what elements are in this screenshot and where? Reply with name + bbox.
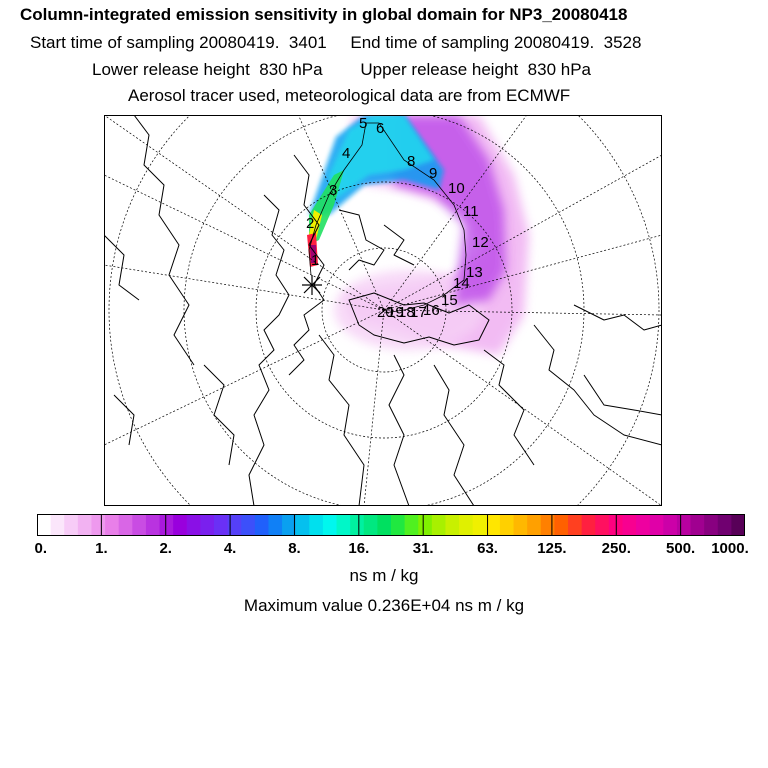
colorbar-cell	[159, 514, 174, 536]
colorbar-cell	[132, 514, 147, 536]
colorbar-cell	[622, 514, 637, 536]
trajectory-label: 6	[376, 120, 384, 137]
colorbar-cell	[173, 514, 188, 536]
release-point-marker	[302, 275, 322, 295]
colorbar-cell	[363, 514, 378, 536]
colorbar-tick-label: 0.	[34, 540, 48, 557]
trajectory-label: 3	[329, 182, 337, 199]
colorbar-cell	[499, 514, 515, 536]
release-height-line: Lower release height 830 hPa Upper relea…	[92, 60, 591, 79]
colorbar-cell	[37, 514, 52, 536]
colorbar-cell	[486, 514, 501, 536]
colorbar-frame	[37, 514, 745, 536]
trajectory-line	[308, 122, 467, 314]
trajectory-label: 11	[463, 203, 479, 220]
colorbar-cell	[241, 514, 256, 536]
colorbar-cell	[636, 514, 651, 536]
colorbar-cell	[472, 514, 487, 536]
trajectory-label: 9	[429, 165, 437, 182]
colorbar-cell	[64, 514, 79, 536]
sampling-time-line: Start time of sampling 20080419. 3401 En…	[30, 33, 642, 52]
colorbar-tick-label: 2.	[159, 540, 172, 557]
plot-title: Column-integrated emission sensitivity i…	[20, 5, 628, 24]
colorbar-cell	[50, 514, 65, 536]
colorbar-cell	[309, 514, 324, 536]
colorbar-cell	[77, 514, 92, 536]
colorbar-cell	[649, 514, 664, 536]
trajectory-label: 15	[441, 292, 458, 309]
colorbar-cell	[690, 514, 705, 536]
colorbar-cell	[704, 514, 719, 536]
colorbar-cell	[581, 514, 596, 536]
colorbar-cell	[186, 514, 201, 536]
colorbar-cell	[105, 514, 120, 536]
colorbar-tick-label: 1.	[95, 540, 108, 557]
colorbar-cell	[268, 514, 283, 536]
trajectory-label: 19	[387, 304, 404, 321]
colorbar-cell	[404, 514, 419, 536]
colorbar-tick-label: 1000.	[711, 540, 749, 557]
colorbar-cell	[540, 514, 555, 536]
colorbar-cell	[118, 514, 133, 536]
trajectory-label: 1	[311, 252, 319, 269]
colorbar-cells	[37, 514, 745, 536]
colorbar-tick-label: 125.	[537, 540, 567, 557]
colorbar-tick-label: 500.	[666, 540, 696, 557]
colorbar-tick-label: 8.	[288, 540, 301, 557]
trajectory-label: 14	[453, 275, 470, 292]
colorbar-cell	[513, 514, 528, 536]
trajectory-label: 12	[472, 234, 489, 251]
colorbar-cell	[254, 514, 269, 536]
colorbar-cell	[377, 514, 392, 536]
colorbar-cell	[445, 514, 460, 536]
colorbar-cell	[459, 514, 474, 536]
colorbar-cell	[336, 514, 351, 536]
colorbar-cell	[527, 514, 542, 536]
colorbar-cell	[91, 514, 106, 536]
colorbar-cell	[676, 514, 692, 536]
colorbar-cell	[568, 514, 583, 536]
colorbar-cell	[322, 514, 338, 536]
trajectory-label: 18	[398, 304, 415, 321]
trajectory-label: 13	[466, 264, 483, 281]
colorbar-cell	[214, 514, 229, 536]
trajectory-label: 8	[407, 153, 415, 170]
colorbar-tick-label: 16.	[348, 540, 370, 557]
trajectory-label: 2	[306, 215, 314, 232]
trajectory-label: 17	[410, 304, 427, 321]
colorbar-cell	[391, 514, 406, 536]
colorbar-cell	[200, 514, 215, 536]
colorbar	[37, 514, 745, 536]
colorbar-tick-label: 63.	[477, 540, 498, 557]
trajectory-label: 16	[423, 302, 440, 319]
colorbar-cell	[431, 514, 446, 536]
tracer-info-line: Aerosol tracer used, meteorological data…	[128, 86, 571, 105]
trajectory-label: 10	[448, 180, 465, 197]
colorbar-cell	[282, 514, 297, 536]
colorbar-cell	[295, 514, 310, 536]
trajectory-label: 4	[342, 145, 350, 162]
maximum-value-text: Maximum value 0.236E+04 ns m / kg	[243, 596, 525, 615]
colorbar-cell	[717, 514, 732, 536]
colorbar-tick-label: 250.	[601, 540, 631, 557]
colorbar-cell	[418, 514, 433, 536]
colorbar-cell	[554, 514, 569, 536]
trajectory-label: 20	[377, 304, 394, 321]
sensitivity-plume	[307, 115, 529, 355]
map-frame	[104, 115, 662, 506]
trajectory-label: 5	[359, 115, 367, 132]
colorbar-cell	[350, 514, 365, 536]
colorbar-cell	[663, 514, 678, 536]
colorbar-cell	[731, 514, 745, 536]
colorbar-cell	[145, 514, 161, 536]
colorbar-tick-label: 4.	[223, 540, 237, 557]
colorbar-cell	[595, 514, 610, 536]
colorbar-tick-label: 31.	[412, 540, 434, 557]
colorbar-units: ns m / kg	[349, 566, 419, 585]
colorbar-cell	[227, 514, 242, 536]
